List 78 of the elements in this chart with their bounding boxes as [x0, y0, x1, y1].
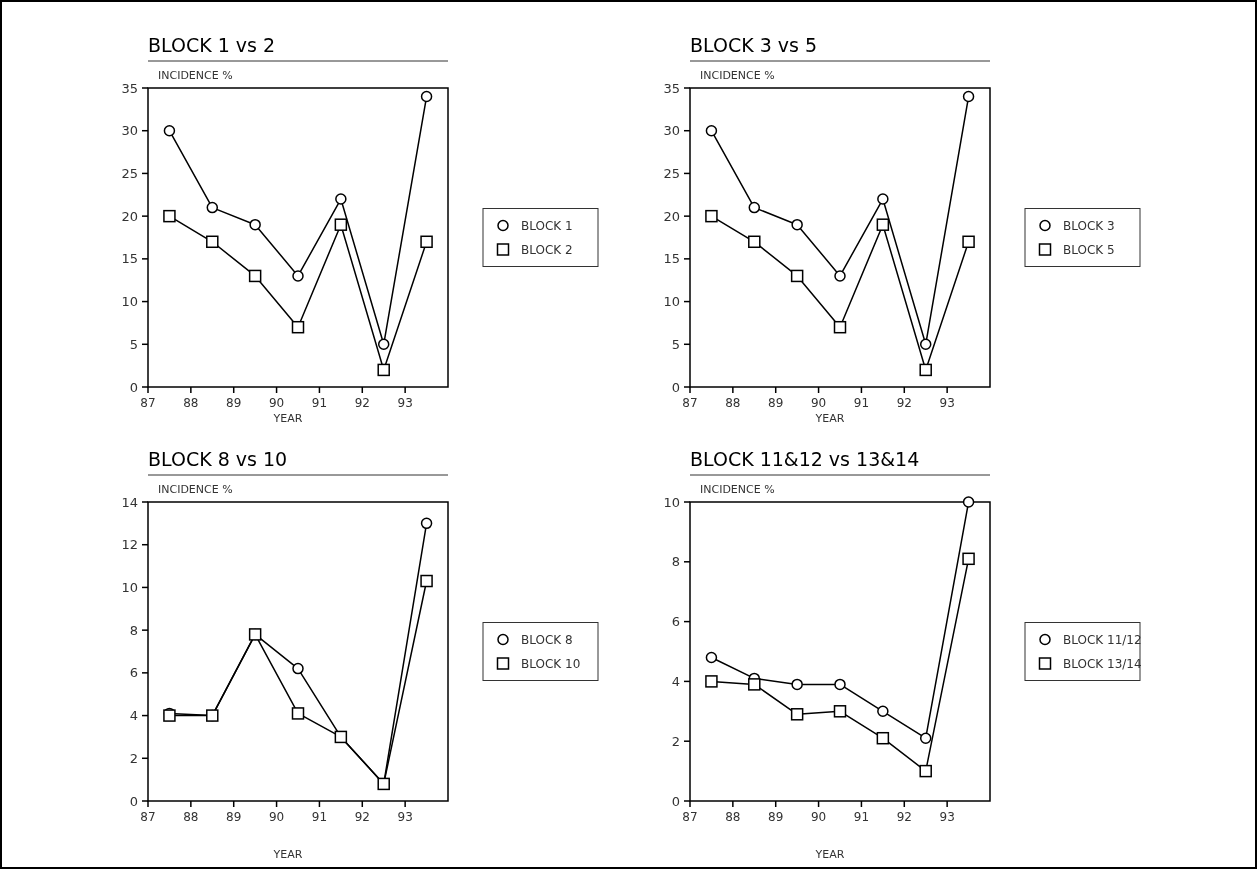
y-tick-label: 0 [671, 793, 680, 809]
y-tick-label: 8 [129, 622, 138, 638]
y-axis-title: INCIDENCE % [700, 69, 775, 82]
x-tick-label: 90 [810, 396, 827, 410]
legend-label: BLOCK 11/12 [1063, 632, 1142, 647]
y-tick-label: 20 [121, 208, 138, 224]
x-tick-label: 91 [853, 396, 870, 410]
y-tick-label: 5 [671, 336, 680, 352]
y-tick-label: 2 [129, 750, 138, 766]
y-tick-label: 30 [121, 123, 138, 139]
x-tick-label: 93 [397, 396, 413, 410]
x-tick-label: 88 [183, 396, 199, 410]
x-tick-label: 93 [939, 396, 955, 410]
chart-title: BLOCK 3 vs 5 [690, 34, 818, 56]
y-tick-label: 30 [663, 123, 680, 139]
x-tick-label: 92 [354, 396, 370, 410]
x-tick-label: 87 [140, 810, 156, 824]
x-tick-label: 89 [226, 810, 242, 824]
y-tick-label: 35 [663, 80, 680, 96]
y-tick-label: 15 [663, 251, 680, 267]
x-tick-label: 92 [896, 396, 912, 410]
y-tick-label: 6 [129, 665, 138, 681]
x-tick-label: 87 [682, 810, 698, 824]
y-tick-label: 5 [129, 336, 138, 352]
y-tick-label: 0 [671, 379, 680, 395]
x-tick-label: 91 [853, 810, 870, 824]
chart-title: BLOCK 11&12 vs 13&14 [690, 448, 920, 470]
x-tick-label: 89 [768, 396, 784, 410]
y-tick-label: 10 [663, 294, 680, 310]
x-tick-label: 88 [183, 810, 199, 824]
x-tick-label: 91 [311, 396, 328, 410]
x-tick-label: 87 [682, 396, 698, 410]
legend-label: BLOCK 2 [521, 242, 573, 257]
legend-label: BLOCK 10 [521, 656, 581, 671]
y-tick-label: 25 [663, 165, 680, 181]
y-axis-title: INCIDENCE % [158, 69, 233, 82]
y-tick-label: 4 [671, 673, 680, 689]
y-tick-label: 15 [121, 251, 138, 267]
y-tick-label: 10 [663, 494, 680, 510]
y-tick-label: 6 [671, 614, 680, 630]
x-tick-label: 89 [226, 396, 242, 410]
y-tick-label: 14 [121, 494, 138, 510]
y-tick-label: 25 [121, 165, 138, 181]
x-tick-label: 88 [725, 810, 741, 824]
x-tick-label: 93 [397, 810, 413, 824]
y-tick-label: 20 [663, 208, 680, 224]
y-tick-label: 10 [121, 294, 138, 310]
x-tick-label: 87 [140, 396, 156, 410]
y-tick-label: 35 [121, 80, 138, 96]
legend-label: BLOCK 1 [521, 218, 573, 233]
legend-label: BLOCK 8 [521, 632, 573, 647]
y-tick-label: 0 [129, 793, 138, 809]
y-axis-title: INCIDENCE % [158, 483, 233, 496]
y-tick-label: 4 [129, 708, 138, 724]
x-axis-title: YEAR [272, 848, 303, 861]
legend-label: BLOCK 13/14 [1063, 656, 1142, 671]
y-tick-label: 12 [121, 537, 138, 553]
x-tick-label: 89 [768, 810, 784, 824]
x-tick-label: 90 [268, 396, 285, 410]
x-tick-label: 92 [354, 810, 370, 824]
x-tick-label: 88 [725, 396, 741, 410]
x-tick-label: 93 [939, 810, 955, 824]
x-axis-title: YEAR [814, 412, 845, 425]
y-tick-label: 8 [671, 554, 680, 570]
y-tick-label: 10 [121, 579, 138, 595]
x-tick-label: 90 [268, 810, 285, 824]
y-tick-label: 2 [671, 733, 680, 749]
x-axis-title: YEAR [814, 848, 845, 861]
chart-title: BLOCK 1 vs 2 [148, 34, 276, 56]
x-tick-label: 91 [311, 810, 328, 824]
chart-title: BLOCK 8 vs 10 [148, 448, 288, 470]
x-tick-label: 90 [810, 810, 827, 824]
legend-label: BLOCK 3 [1063, 218, 1115, 233]
y-tick-label: 0 [129, 379, 138, 395]
x-axis-title: YEAR [272, 412, 303, 425]
x-tick-label: 92 [896, 810, 912, 824]
y-axis-title: INCIDENCE % [700, 483, 775, 496]
legend-label: BLOCK 5 [1063, 242, 1115, 257]
